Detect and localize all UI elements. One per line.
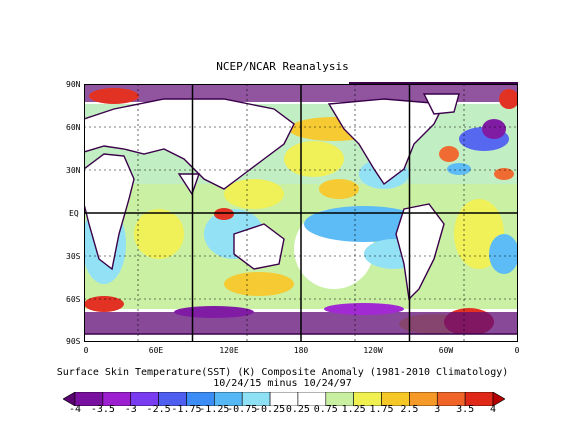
lon-label-120e: 120E [219, 346, 239, 355]
lat-label-90n: 90N [66, 80, 81, 89]
colorbar-right-cap [492, 392, 505, 406]
lon-label-0: 0 [83, 346, 89, 355]
colorbar-tick-label: -0.25 [255, 404, 286, 415]
colorbar-tick-label: 1.25 [341, 404, 366, 415]
lat-label-30s: 30S [66, 252, 81, 261]
map-title: NCEP/NCAR Reanalysis [216, 60, 349, 73]
colorbar-tick-label: -4 [68, 404, 82, 415]
colorbar-tick-label: -1.75 [171, 404, 202, 415]
lat-label-30n: 30N [66, 166, 81, 175]
colorbar-tick-label: 2.5 [400, 404, 419, 415]
lat-label-90s: 90S [66, 337, 81, 346]
lat-label-60s: 60S [66, 295, 81, 304]
colorbar-tick-label: 0.25 [285, 404, 310, 415]
lat-label-eq: EQ [69, 209, 79, 218]
lon-label-120w: 120W [363, 346, 383, 355]
colorbar-tick-label: -3.5 [90, 404, 115, 415]
lat-label-60n: 60N [66, 123, 81, 132]
colorbar-tick-label: 4 [489, 404, 497, 415]
colorbar [63, 392, 505, 406]
caption-title: Surface Skin Temperature(SST) (K) Compos… [56, 367, 509, 378]
colorbar-tick-label: 3 [434, 404, 441, 415]
colorbar-tick-label: -0.75 [227, 404, 258, 415]
colorbar-tick-label: -3 [124, 404, 137, 415]
colorbar-tick-label: 3.5 [456, 404, 475, 415]
caption-dates: 10/24/15 minus 10/24/97 [213, 378, 352, 389]
lon-label-60w: 60W [438, 346, 454, 355]
lon-label-0-right: 0 [514, 346, 520, 355]
lon-label-180: 180 [293, 346, 309, 355]
colorbar-tick-label: 1.75 [369, 404, 394, 415]
colorbar-tick-label: -1.25 [199, 404, 230, 415]
colorbar-tick-label: -2.5 [146, 404, 171, 415]
sst-anomaly-map [84, 84, 518, 342]
colorbar-tick-label: 0.75 [313, 404, 338, 415]
lon-label-60e: 60E [148, 346, 164, 355]
